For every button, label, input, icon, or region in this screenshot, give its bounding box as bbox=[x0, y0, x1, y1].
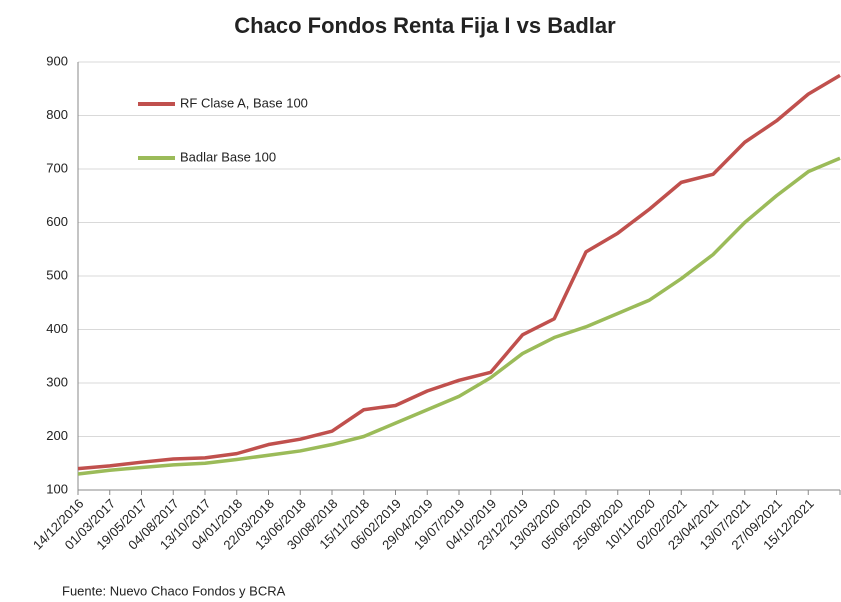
y-tick-label: 300 bbox=[46, 374, 68, 389]
y-tick-label: 400 bbox=[46, 321, 68, 336]
y-tick-label: 800 bbox=[46, 107, 68, 122]
y-tick-label: 500 bbox=[46, 267, 68, 282]
y-tick-label: 900 bbox=[46, 53, 68, 68]
legend-label: Badlar Base 100 bbox=[180, 149, 276, 164]
source-note: Fuente: Nuevo Chaco Fondos y BCRA bbox=[62, 583, 286, 598]
chart-title: Chaco Fondos Renta Fija I vs Badlar bbox=[234, 13, 616, 38]
y-tick-label: 200 bbox=[46, 428, 68, 443]
legend-label: RF Clase A, Base 100 bbox=[180, 95, 308, 110]
y-tick-label: 600 bbox=[46, 214, 68, 229]
y-tick-label: 700 bbox=[46, 160, 68, 175]
series-line bbox=[77, 73, 841, 471]
series-line bbox=[77, 156, 841, 476]
y-tick-label: 100 bbox=[46, 481, 68, 496]
